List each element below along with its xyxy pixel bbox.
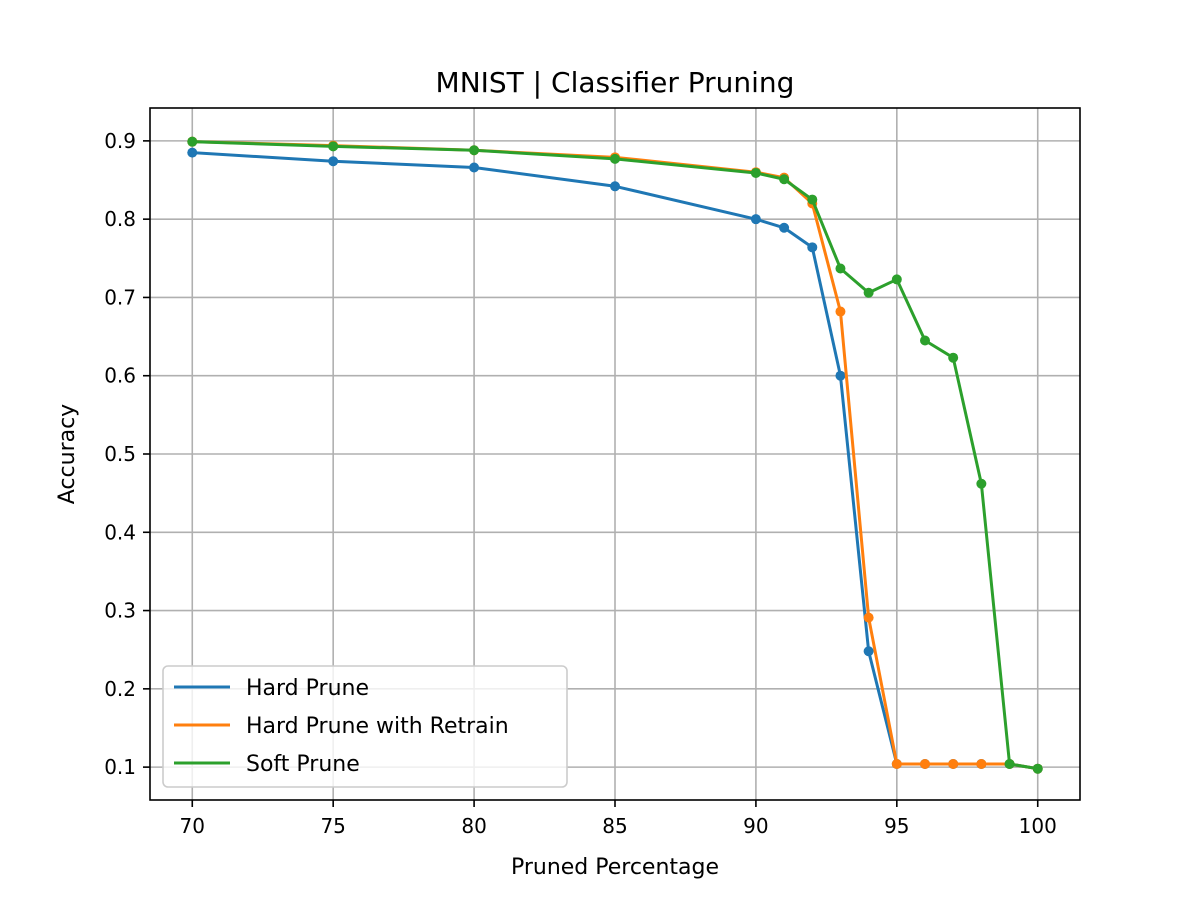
data-point-soft-prune	[328, 141, 339, 152]
data-point-soft-prune	[807, 194, 818, 205]
x-axis-label: Pruned Percentage	[511, 855, 719, 880]
x-tick-label: 100	[1019, 814, 1057, 838]
x-tick-label: 95	[884, 814, 909, 838]
data-point-hard-prune	[469, 162, 480, 173]
series-layer	[187, 136, 1043, 774]
x-tick-label: 90	[743, 814, 768, 838]
data-point-hard-prune	[328, 156, 339, 167]
y-axis-label: Accuracy	[55, 404, 80, 504]
y-tick-label: 0.8	[104, 207, 136, 231]
data-point-soft-prune	[1004, 758, 1015, 769]
data-point-hard-prune-with-retrain	[976, 758, 987, 769]
data-point-hard-prune-with-retrain	[948, 758, 959, 769]
data-point-hard-prune	[807, 242, 818, 253]
data-point-soft-prune	[948, 352, 959, 363]
y-tick-label: 0.9	[104, 129, 136, 153]
data-point-hard-prune	[610, 181, 620, 192]
legend-label-hard-prune: Hard Prune	[246, 676, 369, 701]
y-tick-label: 0.1	[104, 755, 136, 779]
data-point-soft-prune	[920, 335, 930, 346]
data-point-soft-prune	[469, 145, 480, 156]
x-tick-label: 80	[461, 814, 486, 838]
data-point-soft-prune	[1032, 763, 1043, 774]
y-tick-label: 0.4	[104, 520, 136, 544]
chart-title: MNIST | Classifier Pruning	[436, 66, 795, 99]
x-tick-label: 85	[602, 814, 627, 838]
y-tick-label: 0.5	[104, 442, 136, 466]
data-point-hard-prune-with-retrain	[920, 758, 930, 769]
data-point-soft-prune	[610, 153, 620, 164]
data-point-soft-prune	[863, 287, 874, 298]
data-point-soft-prune	[187, 136, 198, 147]
data-point-hard-prune	[187, 147, 198, 158]
data-point-soft-prune	[976, 478, 987, 489]
ticks: 70 75 80 85 90 95 100 0.1 0.2 0.3 0.4 0.5 0.6 0.7 0.8 0…	[104, 129, 1057, 838]
y-tick-label: 0.2	[104, 677, 136, 701]
data-point-hard-prune	[779, 222, 790, 233]
x-tick-label: 75	[320, 814, 345, 838]
data-point-soft-prune	[891, 274, 902, 285]
data-point-hard-prune-with-retrain	[835, 306, 846, 317]
y-tick-label: 0.6	[104, 364, 136, 388]
legend: Hard Prune Hard Prune with Retrain Soft …	[162, 665, 568, 788]
legend-label-hard-prune-retrain: Hard Prune with Retrain	[246, 714, 509, 739]
data-point-hard-prune	[863, 646, 874, 657]
legend-label-soft-prune: Soft Prune	[246, 752, 360, 777]
data-point-hard-prune	[750, 214, 761, 225]
data-point-hard-prune-with-retrain	[891, 758, 902, 769]
data-point-soft-prune	[835, 263, 846, 274]
y-tick-label: 0.3	[104, 599, 136, 623]
data-point-hard-prune-with-retrain	[863, 612, 874, 623]
data-point-soft-prune	[779, 174, 790, 185]
data-point-hard-prune	[835, 370, 846, 381]
y-tick-label: 0.7	[104, 285, 136, 309]
legend-box	[162, 665, 568, 788]
x-tick-label: 70	[180, 814, 205, 838]
data-point-soft-prune	[750, 167, 761, 178]
series-soft-prune	[187, 136, 1043, 774]
